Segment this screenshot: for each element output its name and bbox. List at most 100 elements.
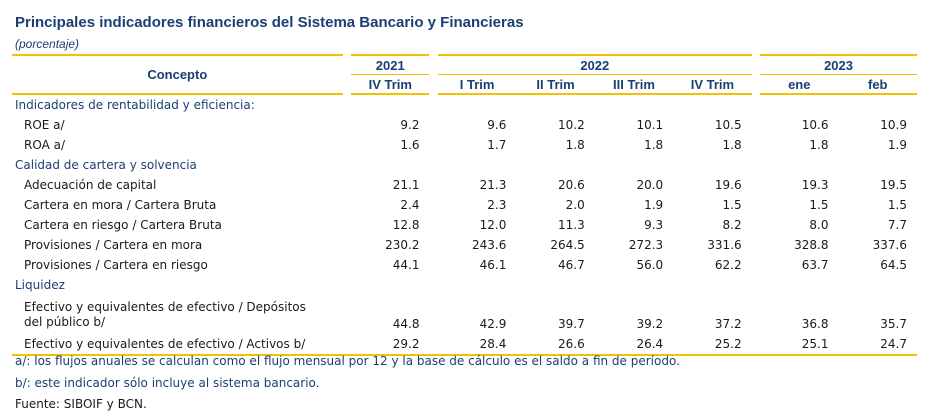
cell-value: 64.5 (880, 258, 907, 272)
cell-value: 56.0 (636, 258, 664, 272)
year-header-2021: 2021 (351, 54, 430, 75)
cell-value: 29.2 (351, 334, 430, 356)
cell-value: 7.7 (887, 218, 907, 232)
table-subtitle: (porcentaje) (15, 37, 80, 51)
cell-value: 1.8 (722, 138, 742, 152)
section-title: Indicadores de rentabilidad y eficiencia… (15, 98, 255, 112)
period-header: IV Trim (351, 74, 430, 95)
cell-value: 331.6 (707, 238, 742, 252)
cell-value: 44.8 (392, 317, 420, 331)
cell-value: 35.7 (880, 317, 907, 331)
cell-value: 21.1 (392, 178, 420, 192)
table-row: Adecuación de capital 21.1 21.3 20.6 20.… (12, 175, 917, 195)
indicators-table: Concepto 2021 2022 2023 IV Trim I Trim I… (12, 54, 917, 356)
cell-value: 20.6 (558, 178, 585, 192)
cell-value: 1.9 (887, 138, 907, 152)
period-header-row: IV Trim I Trim II Trim III Trim IV Trim … (12, 74, 917, 95)
row-label: Efectivo y equivalentes de efectivo / Ac… (12, 334, 343, 356)
cell-value: 1.8 (809, 138, 829, 152)
cell-value: 19.5 (880, 178, 907, 192)
period-header: feb (838, 74, 917, 95)
cell-value: 264.5 (550, 238, 585, 252)
cell-value: 8.0 (809, 218, 829, 232)
cell-value: 46.1 (479, 258, 507, 272)
row-label-line1: Efectivo y equivalentes de efectivo / De… (24, 299, 306, 314)
cell-value: 20.0 (636, 178, 664, 192)
cell-value: 230.2 (385, 238, 420, 252)
cell-value: 9.3 (644, 218, 664, 232)
cell-value: 26.6 (516, 334, 595, 356)
table-row: ROA a/ 1.6 1.7 1.8 1.8 1.8 1.8 1.9 (12, 135, 917, 155)
cell-value: 28.4 (437, 334, 517, 356)
cell-value: 1.5 (809, 198, 829, 212)
table-row: Provisiones / Cartera en mora 230.2 243.… (12, 235, 917, 255)
period-header: I Trim (437, 74, 517, 95)
table-row: ROE a/ 9.2 9.6 10.2 10.1 10.5 10.6 10.9 (12, 115, 917, 135)
cell-value: 46.7 (558, 258, 585, 272)
cell-value: 37.2 (714, 317, 742, 331)
cell-value: 243.6 (471, 238, 507, 252)
cell-value: 12.8 (392, 218, 420, 232)
cell-value: 21.3 (479, 178, 507, 192)
section-header-row: Liquidez (12, 275, 917, 295)
cell-value: 8.2 (722, 218, 742, 232)
cell-value: 12.0 (479, 218, 507, 232)
year-header-2023: 2023 (760, 54, 917, 75)
cell-value: 9.6 (487, 118, 507, 132)
table-row: Cartera en mora / Cartera Bruta 2.4 2.3 … (12, 195, 917, 215)
cell-value: 19.3 (801, 178, 829, 192)
table-row: Efectivo y equivalentes de efectivo / De… (12, 295, 917, 334)
cell-value: 63.7 (801, 258, 829, 272)
cell-value: 2.4 (400, 198, 420, 212)
row-label: Cartera en riesgo / Cartera Bruta (24, 218, 222, 232)
cell-value: 26.4 (594, 334, 674, 356)
cell-value: 10.1 (636, 118, 664, 132)
row-label: Cartera en mora / Cartera Bruta (24, 198, 217, 212)
table-row: Cartera en riesgo / Cartera Bruta 12.8 1… (12, 215, 917, 235)
cell-value: 62.2 (714, 258, 742, 272)
cell-value: 9.2 (400, 118, 420, 132)
section-title: Calidad de cartera y solvencia (15, 158, 197, 172)
cell-value: 36.8 (801, 317, 829, 331)
cell-value: 1.5 (887, 198, 907, 212)
cell-value: 25.2 (673, 334, 752, 356)
table-title: Principales indicadores financieros del … (15, 14, 524, 31)
cell-value: 328.8 (794, 238, 829, 252)
cell-value: 1.6 (400, 138, 420, 152)
cell-value: 25.1 (760, 334, 839, 356)
row-label: ROA a/ (24, 138, 65, 152)
row-label: Efectivo y equivalentes de efectivo / De… (12, 295, 343, 334)
year-header-2022: 2022 (437, 54, 752, 75)
cell-value: 19.6 (714, 178, 742, 192)
cell-value: 2.0 (565, 198, 585, 212)
period-header: II Trim (516, 74, 595, 95)
section-header-row: Calidad de cartera y solvencia (12, 155, 917, 175)
row-label-line2: del público b/ (24, 314, 106, 329)
table-row: Provisiones / Cartera en riesgo 44.1 46.… (12, 255, 917, 275)
cell-value: 2.3 (487, 198, 507, 212)
row-label: Provisiones / Cartera en riesgo (24, 258, 208, 272)
cell-value: 39.2 (636, 317, 664, 331)
cell-value: 24.7 (838, 334, 917, 356)
concept-header: Concepto (12, 54, 343, 95)
row-label: Adecuación de capital (24, 178, 157, 192)
table-row: Efectivo y equivalentes de efectivo / Ac… (12, 334, 917, 356)
cell-value: 44.1 (392, 258, 420, 272)
footnote-a: a/: los flujos anuales se calculan como … (15, 354, 680, 368)
row-label: Provisiones / Cartera en mora (24, 238, 203, 252)
cell-value: 10.9 (880, 118, 907, 132)
cell-value: 1.7 (487, 138, 507, 152)
cell-value: 1.5 (722, 198, 742, 212)
cell-value: 1.8 (644, 138, 664, 152)
cell-value: 10.5 (714, 118, 742, 132)
cell-value: 10.6 (801, 118, 829, 132)
cell-value: 337.6 (872, 238, 907, 252)
cell-value: 1.9 (644, 198, 664, 212)
row-label: ROE a/ (24, 118, 65, 132)
section-title: Liquidez (15, 278, 65, 292)
cell-value: 1.8 (565, 138, 585, 152)
footnote-b: b/: este indicador sólo incluye al siste… (15, 376, 320, 390)
section-header-row: Indicadores de rentabilidad y eficiencia… (12, 94, 917, 115)
cell-value: 42.9 (479, 317, 507, 331)
cell-value: 272.3 (628, 238, 664, 252)
